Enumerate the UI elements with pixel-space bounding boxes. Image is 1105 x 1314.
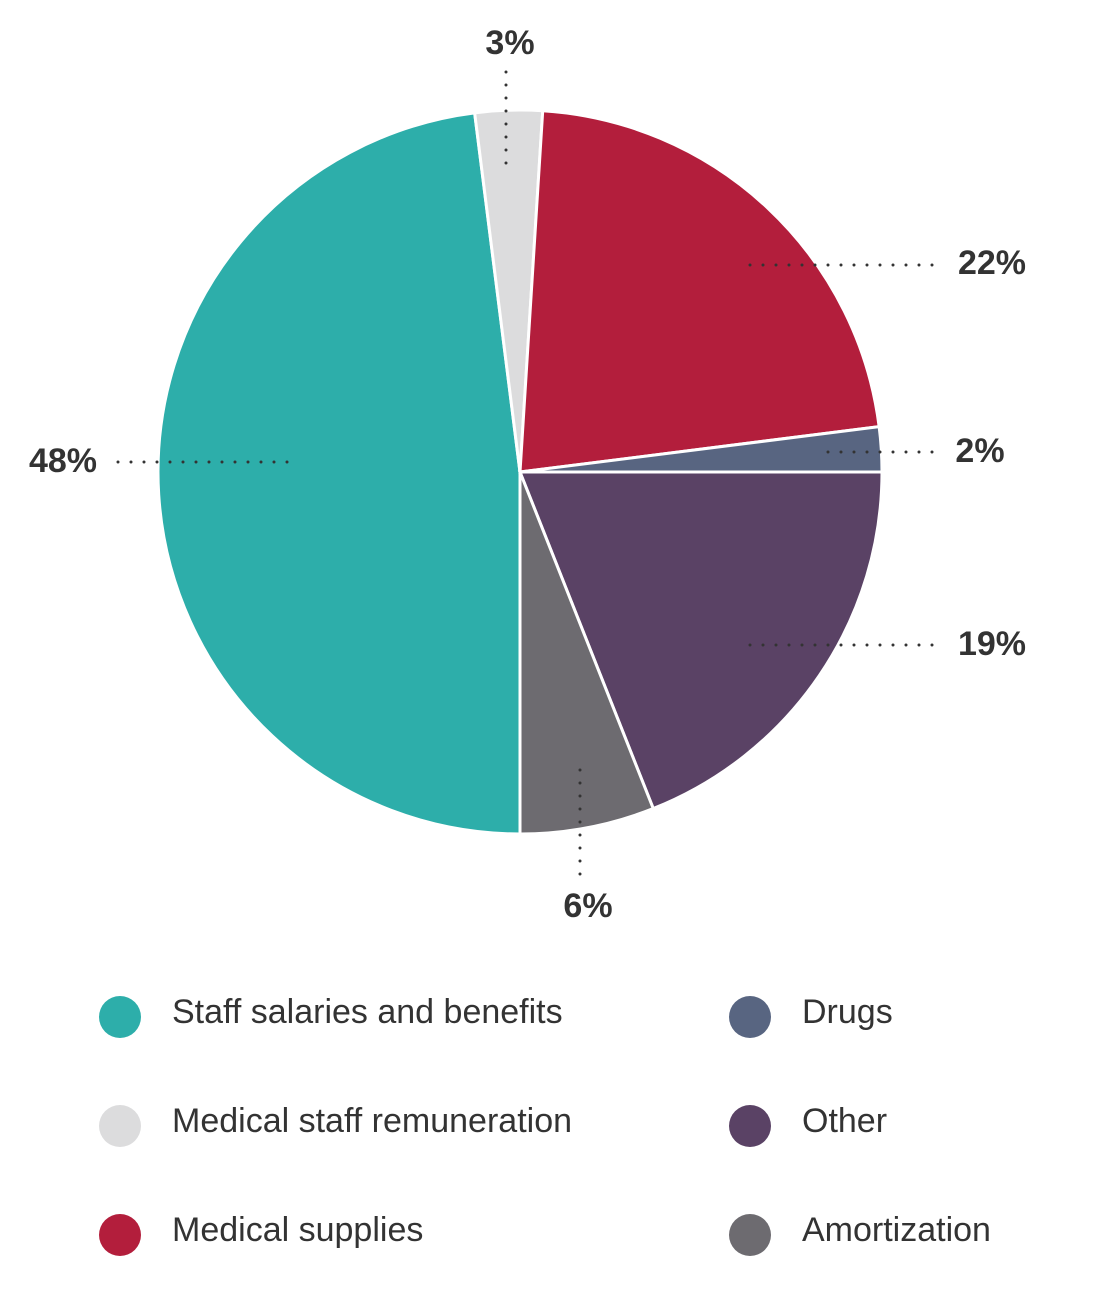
- legend-label: Staff salaries and benefits: [172, 993, 563, 1031]
- legend-swatch: [99, 1105, 141, 1147]
- value-label: 48%: [29, 442, 97, 480]
- legend-label: Drugs: [802, 993, 893, 1031]
- legend-label: Other: [802, 1102, 887, 1140]
- value-label: 2%: [955, 432, 1004, 470]
- legend-label: Medical staff remuneration: [172, 1102, 572, 1140]
- value-label: 6%: [563, 887, 612, 925]
- legend-label: Medical supplies: [172, 1211, 423, 1249]
- legend-swatch: [729, 1214, 771, 1256]
- pie-slice: [518, 109, 881, 474]
- legend-swatch: [729, 996, 771, 1038]
- legend-label: Amortization: [802, 1211, 991, 1249]
- legend-swatch: [99, 1214, 141, 1256]
- value-label: 19%: [958, 625, 1026, 663]
- value-label: 22%: [958, 244, 1026, 282]
- legend-swatch: [99, 996, 141, 1038]
- pie-slice: [518, 471, 656, 836]
- pie-slice: [156, 111, 522, 836]
- legend-swatch: [729, 1105, 771, 1147]
- pie-slice: [517, 470, 884, 811]
- value-label: 3%: [485, 24, 534, 62]
